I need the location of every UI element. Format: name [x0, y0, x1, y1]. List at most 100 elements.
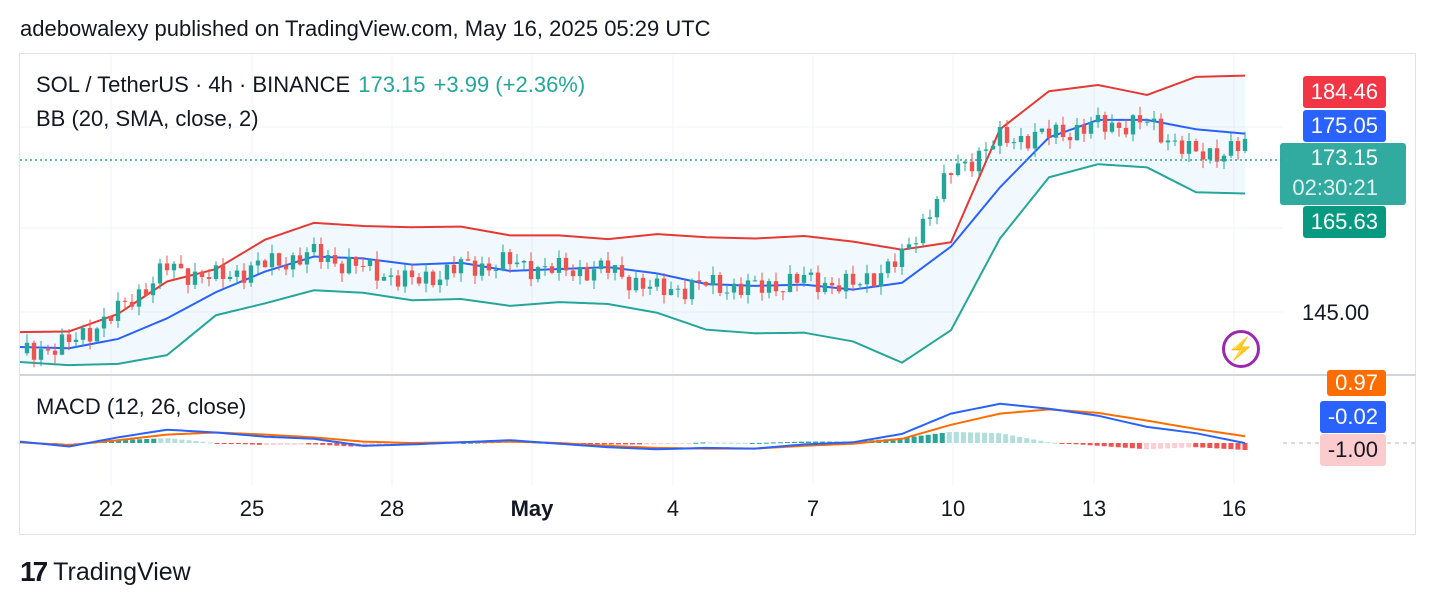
macd-histogram-bar [897, 438, 903, 443]
candle-body [486, 263, 492, 271]
x-tick: 28 [379, 496, 405, 521]
bb-upper-line [19, 74, 1246, 334]
candle-body [374, 259, 380, 281]
footer[interactable]: 17 TradingView [20, 556, 191, 588]
candle-body [577, 266, 583, 277]
candle-body [1193, 141, 1199, 152]
candle-body [31, 342, 37, 360]
candle-body [1123, 127, 1129, 135]
macd-histogram-bar [66, 443, 72, 445]
macd-histogram-bar [1165, 443, 1171, 449]
macd-histogram-bar [270, 443, 276, 445]
macd-histogram-bar [686, 443, 692, 444]
candle-body [101, 316, 107, 329]
macd-histogram-bar [1214, 443, 1220, 449]
macd-histogram-bar [791, 441, 797, 443]
candle-body [122, 300, 128, 302]
candle-body [143, 289, 149, 296]
macd-histogram-bar [756, 442, 762, 444]
candle-body [73, 339, 79, 343]
candle-body [1081, 124, 1087, 134]
macd-histogram-bar [1080, 443, 1086, 445]
lightning-icon[interactable]: ⚡ [1222, 330, 1260, 368]
macd-legend[interactable]: MACD (12, 26, close) [36, 394, 247, 419]
candle-body [395, 275, 401, 287]
brand-name: TradingView [53, 557, 191, 586]
macd-histogram-bar [200, 441, 206, 443]
candle-body [556, 257, 562, 273]
candle-body [290, 255, 296, 270]
macd-histogram-bar [939, 432, 945, 443]
candle-body [493, 269, 499, 271]
y-axis-label-145: 145.00 [1302, 300, 1370, 325]
macd-histogram-bar [228, 443, 234, 444]
candle-body [871, 273, 877, 287]
candle-body [535, 267, 541, 280]
macd-histogram-bar [1038, 440, 1044, 443]
candle-body [178, 263, 184, 269]
candle-body [752, 280, 758, 282]
macd-histogram-bar [890, 438, 896, 443]
macd-histogram-bar [1179, 443, 1185, 448]
candle-body [997, 127, 1003, 146]
macd-histogram-bar [221, 443, 227, 444]
macd-histogram-bar [116, 440, 122, 443]
macd-histogram-bar [953, 431, 959, 443]
macd-histogram-bar [911, 436, 917, 443]
candle-body [976, 150, 982, 172]
candle-body [451, 264, 457, 274]
candle-body [465, 259, 471, 261]
macd-histogram-bar [320, 443, 326, 445]
candle-body [703, 281, 709, 286]
macd-histogram-bar [1158, 443, 1164, 449]
candle-body [346, 256, 352, 274]
candle-body [969, 161, 975, 172]
macd-histogram-bar [1172, 443, 1178, 449]
macd-histogram-bar [974, 432, 980, 443]
macd-histogram-bar [1094, 443, 1100, 446]
candle-body [325, 255, 331, 262]
macd-histogram-bar [1017, 436, 1023, 443]
candle-body [1235, 141, 1241, 151]
candle-body [815, 272, 821, 293]
candle-body [388, 275, 394, 277]
candle-body [1067, 137, 1073, 141]
candle-body [297, 255, 303, 265]
candle-body [899, 248, 905, 267]
macd-histogram-bar [327, 443, 333, 446]
candle-body [220, 265, 226, 279]
macd-histogram-bar [989, 432, 995, 443]
candle-body [1179, 140, 1185, 154]
macd-histogram-bar [665, 443, 671, 444]
macd-histogram-bar [1024, 438, 1030, 443]
symbol-legend[interactable]: SOL / TetherUS · 4h · BINANCE 173.15 +3.99… [36, 72, 585, 98]
candle-body [360, 265, 366, 267]
candle-body [780, 291, 786, 293]
candle-body [199, 271, 205, 278]
x-tick: 4 [666, 496, 680, 521]
macd-histogram-bar [982, 432, 988, 443]
candle-body [1214, 148, 1220, 162]
macd-histogram-bar [798, 441, 804, 443]
macd-histogram-bar [1228, 443, 1234, 450]
candle-body [920, 218, 926, 244]
candle-body [724, 292, 730, 294]
candle-body [689, 280, 695, 300]
x-tick: May [510, 496, 554, 521]
candle-body [94, 328, 100, 342]
candle-body [227, 276, 233, 279]
last-price-value: 173.15 [1310, 145, 1378, 170]
chart-frame [19, 53, 1416, 535]
macd-histogram-bar [165, 438, 171, 443]
macd-histogram-bar [770, 442, 776, 444]
candle-body [24, 342, 30, 354]
macd-histogram-bar [587, 443, 593, 445]
macd-histogram-bar [263, 443, 269, 446]
macd-histogram-bar [144, 438, 150, 443]
candle-body [437, 279, 443, 286]
macd-line [19, 402, 1246, 451]
macd-histogram-bar [249, 443, 255, 445]
bb-legend[interactable]: BB (20, SMA, close, 2) [36, 106, 259, 131]
macd-histogram-bar [658, 443, 664, 445]
